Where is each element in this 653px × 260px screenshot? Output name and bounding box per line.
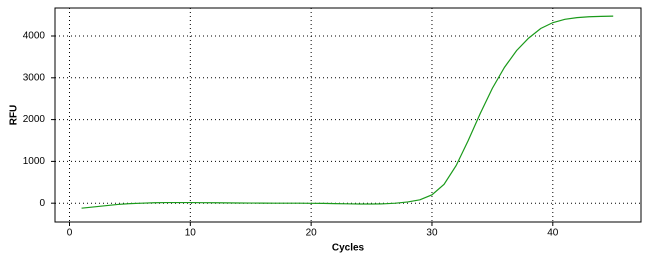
plot-area bbox=[55, 8, 641, 222]
x-tick-label: 0 bbox=[67, 228, 73, 239]
y-tick-label: 1000 bbox=[23, 156, 46, 167]
y-tick-label: 3000 bbox=[23, 72, 46, 83]
x-tick-label: 40 bbox=[547, 228, 559, 239]
plot-frame bbox=[54, 7, 642, 223]
y-tick-label: 2000 bbox=[23, 114, 46, 125]
y-tick-label: 4000 bbox=[23, 31, 46, 42]
x-axis-label: Cycles bbox=[332, 243, 365, 254]
x-tick-label: 10 bbox=[185, 228, 197, 239]
x-tick-label: 20 bbox=[306, 228, 318, 239]
y-axis-label: RFU bbox=[9, 105, 20, 126]
y-tick-label: 0 bbox=[39, 198, 45, 209]
data-line bbox=[81, 15, 614, 209]
x-tick-label: 30 bbox=[426, 228, 438, 239]
